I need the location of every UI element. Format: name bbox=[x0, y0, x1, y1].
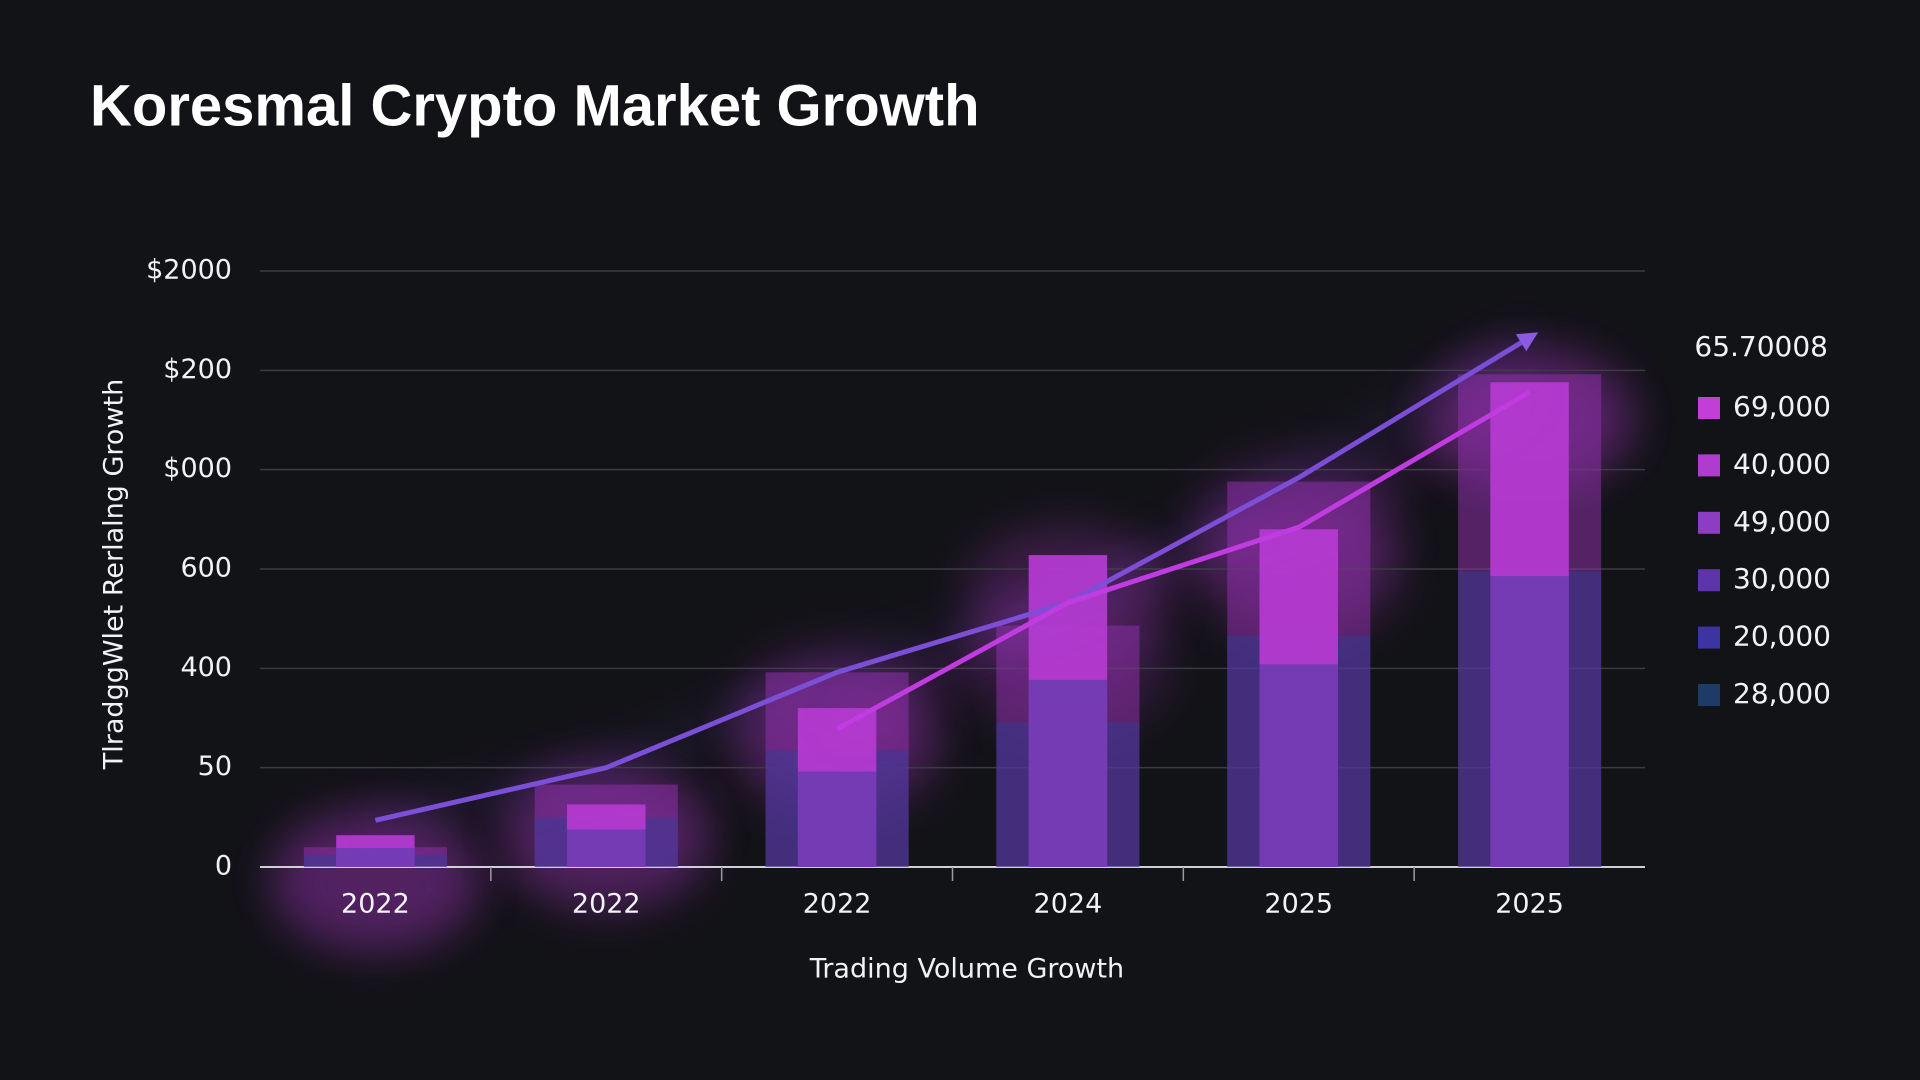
x-tick-label: 2022 bbox=[803, 889, 872, 920]
legend-label: 30,000 bbox=[1733, 562, 1831, 595]
y-tick-label: 600 bbox=[180, 553, 232, 584]
line bbox=[374, 332, 1539, 823]
y-axis-title: TlradggWlet Rerlalng Growth bbox=[99, 379, 130, 770]
line-layer bbox=[373, 331, 1539, 828]
y-tick-label: $2000 bbox=[146, 255, 232, 286]
legend-label: 49,000 bbox=[1733, 505, 1831, 538]
x-tick-label: 2025 bbox=[1495, 889, 1564, 920]
bar-shade bbox=[336, 847, 415, 867]
glow-layer bbox=[271, 344, 1634, 958]
legend-label: 20,000 bbox=[1733, 620, 1831, 653]
legend-title: 65.70008 bbox=[1694, 330, 1828, 363]
y-tick-label: 50 bbox=[198, 751, 232, 782]
bar-shade bbox=[797, 771, 877, 867]
legend-swatch bbox=[1698, 569, 1720, 592]
bar bbox=[1490, 382, 1569, 867]
bar bbox=[567, 804, 646, 867]
bar-shade bbox=[1490, 576, 1569, 867]
line bbox=[835, 390, 1531, 732]
y-tick-label: 400 bbox=[180, 652, 232, 683]
legend-swatch bbox=[1698, 397, 1720, 419]
legend-swatch bbox=[1698, 684, 1720, 706]
x-axis-title: Trading Volume Growth bbox=[809, 954, 1124, 985]
y-tick-label: $000 bbox=[163, 453, 232, 484]
legend-label: 69,000 bbox=[1733, 390, 1831, 423]
y-tick-label: 0 bbox=[215, 851, 232, 882]
bar-shade bbox=[1028, 679, 1108, 867]
bar-shade bbox=[567, 829, 646, 867]
line-glow bbox=[833, 386, 1534, 736]
legend-label: 28,000 bbox=[1733, 677, 1831, 710]
chart-title: Koresmal Crypto Market Growth bbox=[90, 73, 980, 138]
legend-swatch bbox=[1698, 454, 1720, 477]
label-layer: 0 50 400 600 $000 $200 $2000 2022 2022 2022 2024 20… bbox=[146, 255, 1831, 920]
bar bbox=[1259, 529, 1338, 867]
bar-glow bbox=[271, 805, 480, 946]
x-tick-label: 2024 bbox=[1034, 889, 1103, 920]
x-tick-label: 2022 bbox=[572, 889, 641, 920]
legend-swatch bbox=[1698, 511, 1720, 534]
bar bbox=[797, 708, 877, 867]
grid-layer bbox=[260, 270, 1645, 881]
legend-label: 40,000 bbox=[1733, 447, 1831, 480]
y-tick-label: $200 bbox=[163, 354, 232, 385]
bar-shade bbox=[1259, 664, 1338, 867]
x-tick-label: 2025 bbox=[1264, 889, 1333, 920]
x-tick-label: 2022 bbox=[341, 889, 410, 920]
legend-swatch bbox=[1698, 626, 1720, 649]
bar bbox=[336, 835, 415, 867]
